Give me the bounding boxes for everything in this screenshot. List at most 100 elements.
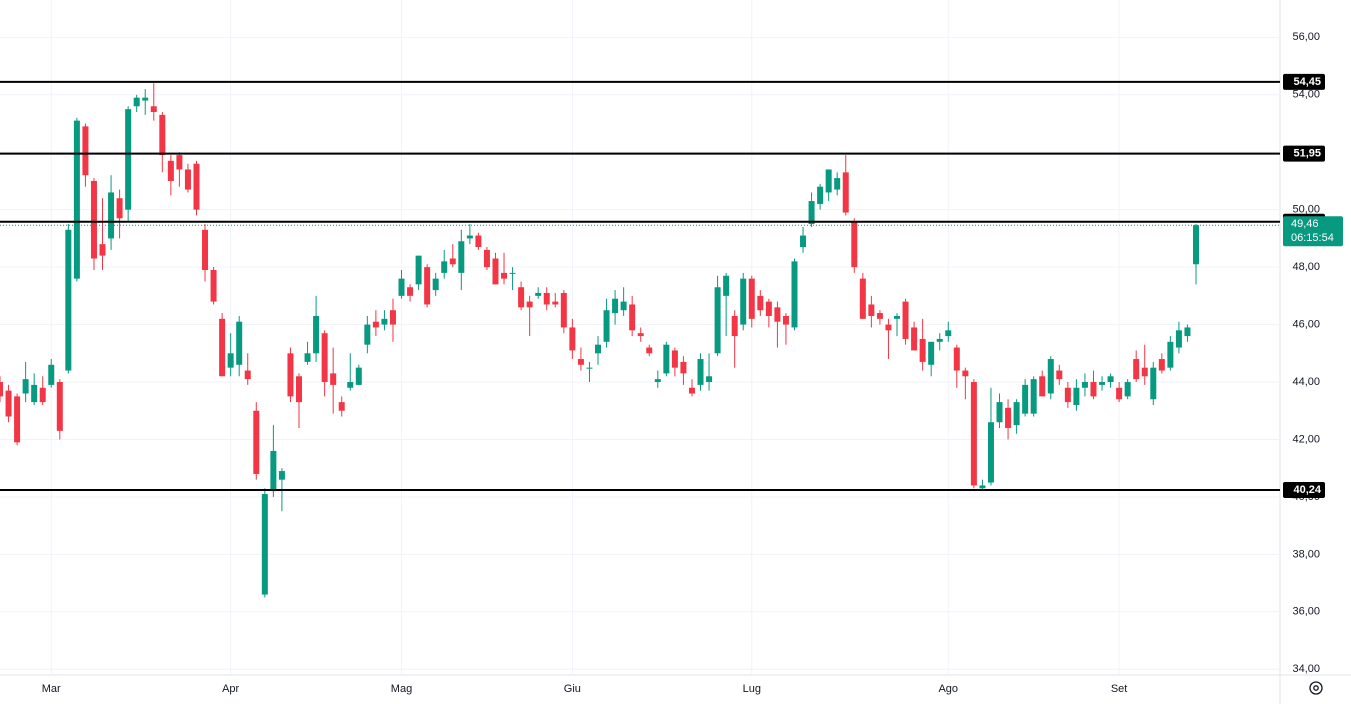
candle-body [911, 327, 918, 351]
candle-body [1124, 382, 1131, 397]
candle-body [1030, 379, 1037, 414]
candle-body [441, 261, 448, 273]
candle-body [1064, 387, 1071, 403]
x-tick-label: Set [1111, 683, 1128, 695]
candle-body [962, 370, 969, 377]
candle-body [466, 235, 473, 239]
candle-body [159, 114, 166, 156]
candle-body [748, 278, 755, 319]
candle-body [902, 301, 909, 339]
candle-body [774, 307, 781, 322]
candle-body [654, 379, 661, 383]
candle-body [287, 353, 294, 397]
candle-body [595, 344, 601, 354]
candle-body [108, 192, 115, 239]
y-tick-label: 42,00 [1292, 433, 1320, 445]
candle-body [1141, 367, 1148, 377]
last-price-label: 49,46 [1291, 218, 1319, 230]
candle-body [526, 301, 533, 308]
candle-body [706, 376, 713, 383]
candle-body [518, 287, 525, 308]
candle-body [646, 347, 653, 354]
settings-hub[interactable] [1313, 685, 1319, 691]
candle-body [620, 301, 627, 311]
candle-body [364, 324, 371, 345]
level-label: 54,45 [1293, 76, 1321, 88]
candle-body [475, 235, 482, 248]
y-tick-label: 46,00 [1292, 318, 1320, 330]
candle-body [765, 301, 772, 316]
candle-body [219, 318, 226, 377]
last-price-box [1283, 216, 1343, 247]
candle-body [449, 258, 456, 265]
candle-body [31, 384, 38, 403]
level-label: 40,24 [1293, 484, 1321, 496]
candle-body [313, 315, 320, 354]
candle-body [0, 382, 3, 397]
candle-body [483, 249, 490, 268]
candle-body [996, 402, 1003, 423]
candle-body [338, 402, 345, 411]
candle-body [22, 379, 29, 394]
candle-body [202, 229, 209, 270]
candle-body [501, 272, 508, 279]
candle-body [535, 292, 542, 296]
candle-body [603, 310, 610, 342]
candle-body [210, 270, 217, 302]
candle-body [1013, 402, 1020, 426]
candle-body [560, 292, 567, 328]
x-tick-label: Giu [564, 683, 581, 695]
level-label-box [1283, 145, 1325, 162]
candle-body [859, 278, 866, 319]
candle-body [945, 330, 952, 337]
candle-body [381, 318, 388, 325]
candle-body [987, 422, 994, 483]
candle-body [167, 160, 174, 181]
candle-body [791, 261, 798, 328]
candle-body [731, 315, 738, 337]
candle-body [1167, 341, 1174, 368]
candle-body [825, 169, 832, 193]
candle-body [56, 382, 63, 431]
candle-body [868, 304, 875, 316]
candle-body [253, 410, 260, 474]
candle-body [99, 244, 106, 256]
candle-body [176, 155, 183, 170]
candle-body [1081, 382, 1088, 388]
candle-body [389, 310, 396, 325]
candle-body [509, 272, 516, 274]
candle-body [304, 353, 311, 362]
candle-body [82, 126, 89, 176]
candle-body [1184, 327, 1191, 337]
candle-body [1005, 407, 1012, 428]
y-tick-label: 34,00 [1292, 663, 1320, 675]
candle-body [355, 367, 362, 385]
candle-body [629, 304, 636, 331]
candle-body [330, 373, 337, 385]
y-tick-label: 36,00 [1292, 606, 1320, 618]
candle-body [1107, 376, 1114, 383]
candle-body [1175, 330, 1182, 348]
candle-body [270, 450, 277, 492]
settings-icon[interactable] [1309, 681, 1323, 695]
candle-body [261, 494, 268, 595]
candle-body [398, 278, 405, 296]
x-tick-label: Apr [222, 683, 239, 695]
candle-body [953, 347, 960, 371]
candle-body [1150, 367, 1157, 400]
x-tick-label: Mag [391, 683, 412, 695]
candle-body [808, 201, 815, 225]
candle-body [1039, 376, 1046, 397]
candle-body [543, 292, 550, 305]
y-tick-label: 54,00 [1292, 89, 1320, 101]
x-tick-label: Ago [938, 683, 958, 695]
candle-body [1056, 370, 1063, 380]
candle-body [1099, 382, 1106, 385]
settings-gear[interactable] [1309, 681, 1323, 695]
candle-body [321, 333, 328, 383]
candle-body [1116, 387, 1123, 400]
candle-body [142, 97, 149, 101]
candle-body [979, 485, 986, 489]
level-label-box [1283, 73, 1325, 90]
